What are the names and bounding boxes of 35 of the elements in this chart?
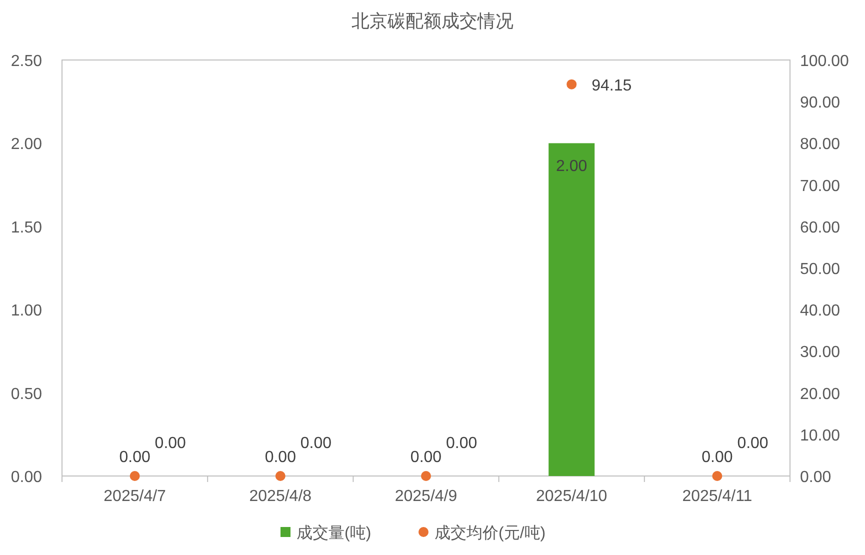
y-tick-label: 1.50 — [10, 219, 42, 236]
data-label: 2.00 — [556, 158, 588, 176]
y2-tick-label: 40.00 — [800, 302, 840, 320]
x-tick-label: 2025/4/8 — [249, 488, 312, 505]
y2-tick-label: 0.00 — [800, 469, 832, 486]
y-tick-label: 1.00 — [10, 302, 42, 320]
chart-title: 北京碳配额成交情况 — [352, 11, 514, 31]
y2-tick-label: 70.00 — [800, 178, 840, 195]
data-label: 0.00 — [737, 435, 768, 452]
data-label: 94.15 — [592, 77, 632, 94]
y2-tick-label: 80.00 — [800, 136, 840, 154]
data-label: 0.00 — [264, 449, 296, 466]
y2-tick-label: 10.00 — [800, 427, 840, 444]
x-tick-label: 2025/4/10 — [536, 488, 608, 505]
x-tick-label: 2025/4/7 — [104, 488, 166, 505]
x-tick-label: 2025/4/11 — [682, 488, 752, 505]
y-tick-label: 0.50 — [10, 386, 42, 403]
y2-tick-label: 50.00 — [800, 261, 840, 278]
data-label: 0.00 — [702, 449, 733, 466]
y2-tick-label: 60.00 — [800, 219, 840, 236]
data-label: 0.00 — [119, 449, 150, 466]
y-tick-label: 0.00 — [10, 469, 42, 486]
legend-label: 成交量(吨) — [296, 524, 372, 542]
y2-tick-label: 100.00 — [800, 53, 850, 70]
y-tick-label: 2.00 — [10, 136, 42, 154]
data-label: 0.00 — [300, 435, 332, 452]
legend-label: 成交均价(元/吨) — [434, 524, 546, 542]
x-tick-label: 2025/4/9 — [394, 488, 458, 505]
y2-tick-label: 30.00 — [800, 344, 840, 362]
y-tick-label: 2.50 — [10, 53, 42, 70]
y2-tick-label: 90.00 — [800, 94, 840, 112]
data-label: 0.00 — [154, 435, 186, 452]
data-label: 0.00 — [410, 449, 442, 466]
data-label: 0.00 — [446, 435, 478, 452]
y2-tick-label: 20.00 — [800, 386, 840, 403]
